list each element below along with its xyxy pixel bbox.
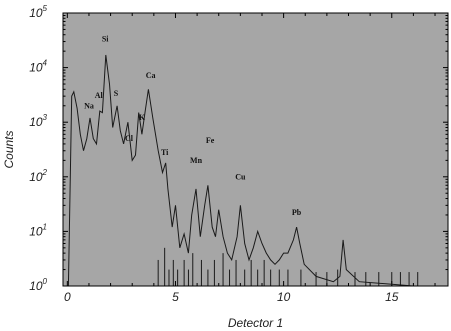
- peak-label-pb: Pb: [292, 208, 302, 217]
- plot-frame: [62, 12, 449, 287]
- peak-label-ti: Ti: [161, 148, 169, 157]
- y-tick-exponent: 4: [43, 59, 48, 68]
- y-tick-exponent: 3: [43, 113, 48, 122]
- x-tick-labels: 0 5 10 15: [64, 290, 399, 304]
- y-tick-base: 10: [29, 224, 43, 238]
- y-tick-base: 10: [29, 6, 43, 20]
- y-tick-label: 105: [29, 4, 47, 20]
- y-tick-label: 103: [29, 113, 47, 129]
- y-tick-exponent: 0: [43, 277, 48, 286]
- peak-label-al: Al: [95, 91, 104, 100]
- y-tick-exponent: 5: [43, 4, 48, 13]
- peak-label-si: Si: [102, 35, 109, 44]
- y-tick-base: 10: [29, 61, 43, 75]
- y-tick-label: 102: [29, 168, 47, 184]
- peak-label-fe: Fe: [206, 136, 215, 145]
- y-tick-label: 104: [29, 59, 47, 75]
- x-tick-label: 0: [64, 290, 71, 304]
- peak-label-mn: Mn: [190, 156, 203, 165]
- peak-label-na: Na: [84, 101, 94, 110]
- y-tick-base: 10: [29, 115, 43, 129]
- y-tick-base: 10: [29, 170, 43, 184]
- y-tick-exponent: 1: [43, 222, 47, 231]
- peak-label-cu: Cu: [235, 172, 246, 181]
- peak-label-ca: Ca: [146, 71, 156, 80]
- y-tick-exponent: 2: [42, 168, 48, 177]
- y-tick-label: 100: [29, 277, 47, 293]
- x-tick-label: 10: [277, 290, 291, 304]
- peak-label-k: K: [139, 113, 146, 122]
- series-line: [67, 54, 448, 287]
- x-tick-label: 15: [385, 290, 399, 304]
- x-tick-label: 5: [172, 290, 179, 304]
- peak-label-cl: Cl: [125, 134, 134, 143]
- x-axis-title: Detector 1: [228, 316, 283, 330]
- y-axis-title: Counts: [2, 130, 16, 168]
- y-tick-base: 10: [29, 279, 43, 293]
- plot-area: [63, 13, 448, 286]
- peak-label-s: S: [114, 89, 119, 98]
- y-tick-label: 101: [29, 222, 47, 238]
